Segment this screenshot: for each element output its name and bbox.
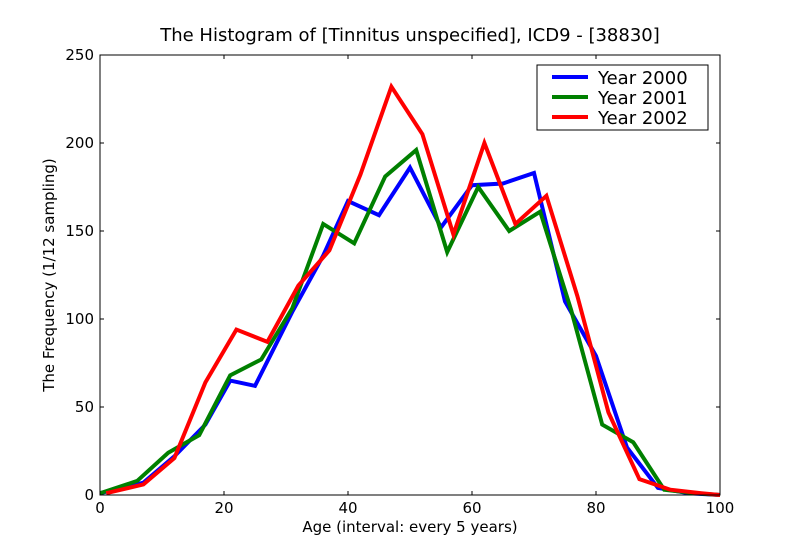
y-tick-label: 0 xyxy=(84,486,94,504)
plot-frame xyxy=(99,54,721,496)
chart-title: The Histogram of [Tinnitus unspecified],… xyxy=(159,25,660,46)
series-line-year-2001 xyxy=(99,146,721,497)
x-tick-label: 40 xyxy=(338,499,357,517)
legend-label: Year 2000 xyxy=(597,68,688,89)
y-tick-label: 250 xyxy=(65,46,94,64)
x-tick-label: 20 xyxy=(214,499,233,517)
y-tick-label: 200 xyxy=(65,134,94,152)
legend-label: Year 2002 xyxy=(597,108,688,129)
x-axis-label: Age (interval: every 5 years) xyxy=(302,518,517,536)
y-axis-label: The Frequency (1/12 sampling) xyxy=(40,158,58,393)
series-line-year-2002 xyxy=(105,82,721,497)
y-tick-label: 100 xyxy=(65,310,94,328)
series-line-year-2000 xyxy=(99,163,721,497)
legend-label: Year 2001 xyxy=(597,88,688,109)
x-tick-label: 0 xyxy=(95,499,105,517)
y-tick-label: 50 xyxy=(75,398,94,416)
x-tick-label: 80 xyxy=(586,499,605,517)
x-tick-label: 60 xyxy=(462,499,481,517)
y-tick-label: 150 xyxy=(65,222,94,240)
x-tick-label: 100 xyxy=(706,499,735,517)
